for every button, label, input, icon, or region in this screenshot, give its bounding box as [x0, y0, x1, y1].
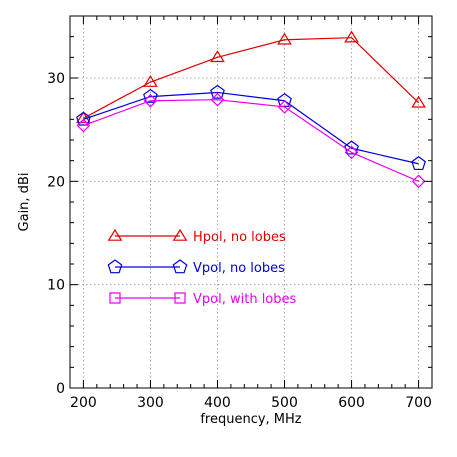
series-group	[76, 30, 426, 124]
y-tick-label: 20	[47, 174, 65, 190]
legend-entry: Vpol, with lobes	[109, 292, 297, 307]
data-point-diamond	[344, 145, 359, 160]
data-point-pentagon	[210, 84, 225, 99]
data-point-pentagon	[411, 156, 426, 171]
data-point-diamond	[277, 100, 292, 114]
series-line	[83, 37, 420, 119]
legend-marker	[172, 259, 188, 274]
data-point-diamond	[210, 92, 225, 107]
x-axis-title: frequency, MHz	[200, 412, 301, 427]
x-tick-label: 600	[338, 395, 365, 411]
legend-entry: Vpol, no lobes	[107, 259, 285, 276]
legend-marker	[107, 228, 123, 241]
legend: Hpol, no lobes Vpol, no lobes Vpol, with l…	[107, 228, 297, 307]
data-point-triangle	[344, 30, 359, 43]
legend-marker	[174, 292, 186, 304]
data-point-triangle	[277, 32, 292, 45]
x-tick-label: 700	[405, 395, 432, 411]
legend-marker	[172, 228, 188, 241]
x-tick-label: 400	[204, 395, 231, 411]
data-point-diamond	[411, 174, 426, 189]
x-tick-label: 300	[137, 395, 164, 411]
y-tick-label: 0	[56, 381, 65, 397]
axis-ticks: 200 300 400 500 600 700 0 10 20 30	[47, 15, 433, 411]
legend-marker	[109, 292, 121, 304]
series-line	[83, 91, 419, 165]
series-group	[76, 84, 426, 171]
data-point-diamond	[143, 93, 158, 108]
legend-label: Vpol, no lobes	[193, 261, 285, 276]
data-point-triangle	[76, 111, 91, 124]
grid-lines	[70, 16, 432, 388]
data-point-triangle	[143, 74, 158, 87]
legend-marker	[107, 259, 123, 274]
legend-label: Hpol, no lobes	[193, 230, 286, 245]
x-tick-label: 200	[70, 395, 97, 411]
y-axis-title: Gain, dBi	[17, 173, 32, 232]
data-point-diamond	[76, 118, 91, 133]
plot-frame	[69, 15, 433, 389]
y-tick-label: 30	[47, 71, 65, 87]
series-line	[83, 99, 419, 182]
data-point-triangle	[411, 95, 426, 108]
series-group	[76, 92, 426, 189]
data-point-pentagon	[344, 140, 359, 155]
series-layer	[76, 30, 426, 189]
x-tick-label: 500	[271, 395, 298, 411]
y-tick-label: 10	[47, 278, 65, 294]
data-point-triangle	[210, 50, 225, 63]
data-point-pentagon	[143, 88, 158, 103]
legend-entry: Hpol, no lobes	[107, 228, 286, 245]
legend-label: Vpol, with lobes	[193, 292, 297, 307]
